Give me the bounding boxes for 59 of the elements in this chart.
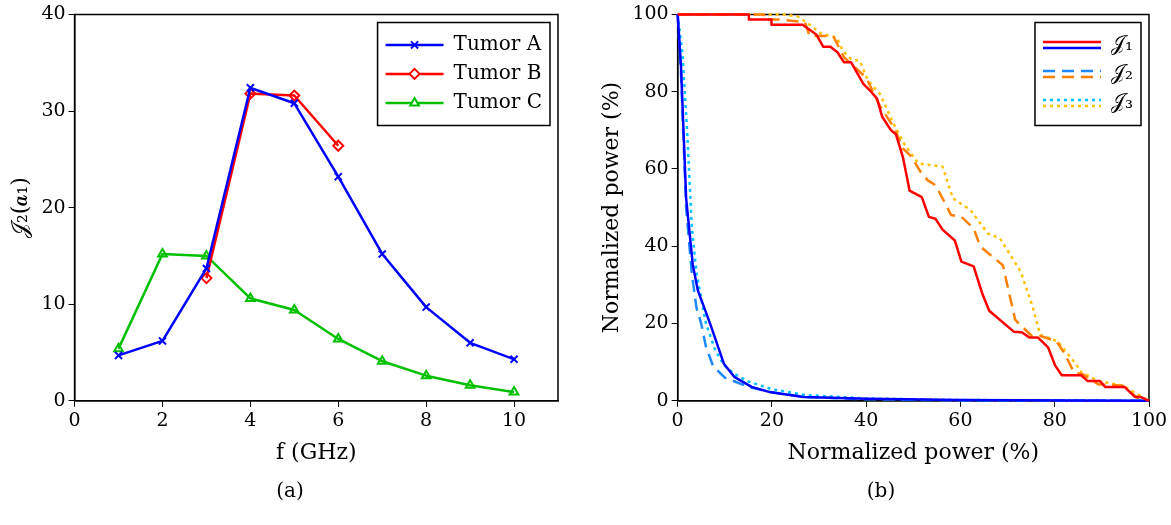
point [201, 249, 212, 260]
point [245, 292, 256, 302]
y-axis-title: 𝒥₂(𝒂₁) [6, 177, 32, 239]
x-tick-label: 80 [1042, 408, 1067, 431]
point [421, 302, 431, 312]
x-tick-label: 4 [244, 408, 257, 431]
y-tick-label: 0 [656, 387, 669, 410]
point [420, 369, 432, 380]
y-tick-label: 40 [644, 233, 669, 256]
x-tick-label: 40 [854, 408, 879, 431]
point [289, 98, 299, 108]
point [332, 139, 345, 152]
x-tick-label: 0 [68, 408, 81, 431]
point [245, 83, 255, 93]
point [508, 386, 520, 396]
x-axis-title: Normalized power (%) [787, 438, 1040, 464]
x-tick-label: 8 [420, 408, 433, 431]
y-tick-label: 20 [41, 194, 66, 217]
legend-label: Tumor A [453, 31, 542, 56]
point [200, 272, 213, 285]
y-tick-label: 60 [644, 155, 669, 178]
point [288, 304, 300, 314]
point [113, 342, 124, 353]
point [201, 263, 211, 273]
x-axis-title: f (GHz) [275, 438, 357, 464]
x-tick-label: 10 [501, 408, 527, 431]
y-tick-label: 0 [53, 387, 66, 410]
y-axis-title: Normalized power (%) [597, 81, 623, 334]
text: (b) [866, 478, 896, 502]
legend-label: 𝒥₂ [1110, 60, 1134, 85]
point [465, 338, 475, 348]
point [157, 247, 168, 258]
x-tick-label: 2 [156, 408, 169, 431]
point [157, 336, 168, 346]
y-tick-label: 10 [41, 291, 66, 314]
point [332, 332, 344, 343]
x-tick-label: 0 [671, 408, 684, 431]
point [244, 87, 257, 100]
point [464, 379, 476, 389]
legend-label: Tumor C [453, 89, 543, 114]
point [113, 350, 124, 360]
y-tick-label: 80 [644, 78, 669, 101]
point [377, 249, 387, 259]
text: (a) [276, 478, 304, 502]
legend-label: 𝒥₃ [1110, 89, 1134, 114]
point [509, 354, 519, 364]
point [333, 172, 343, 182]
y-tick-label: 20 [644, 310, 669, 333]
y-tick-label: 40 [41, 1, 66, 24]
x-tick-label: 100 [1130, 408, 1168, 431]
x-tick-label: 6 [332, 408, 345, 431]
y-tick-label: 100 [632, 1, 669, 24]
legend-label: 𝒥₁ [1110, 31, 1134, 56]
y-tick-label: 30 [41, 97, 66, 120]
x-tick-label: 20 [759, 408, 785, 431]
x-tick-label: 60 [948, 408, 973, 431]
point [376, 355, 388, 365]
point [288, 89, 301, 102]
legend-label: Tumor B [453, 60, 542, 85]
